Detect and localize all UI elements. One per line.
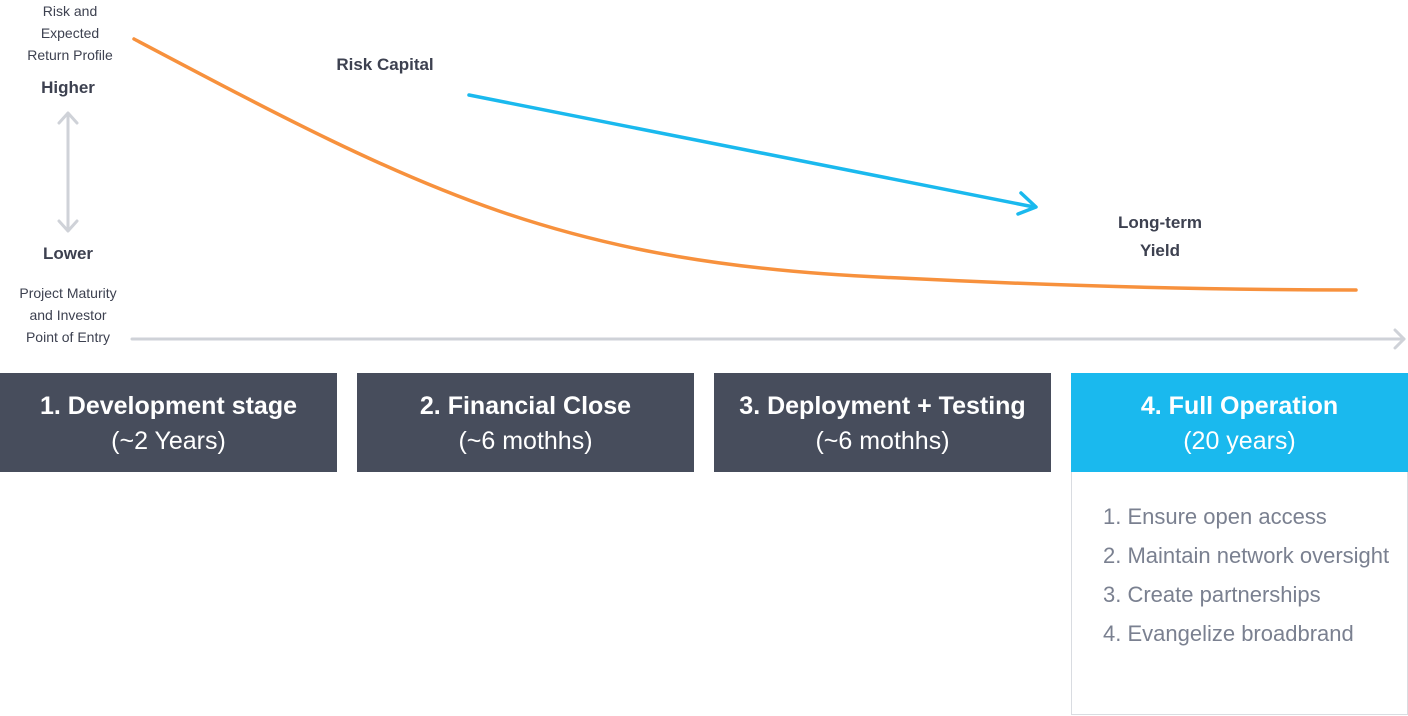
stage-duration: (20 years) [1183,427,1296,455]
risk-axis-arrow [57,111,79,233]
full-operation-task-list: 1. Ensure open access 2. Maintain networ… [1071,472,1408,715]
list-item: 4. Evangelize broadbrand [1103,621,1354,646]
stage-title: 1. Development stage [39,392,298,420]
stage-duration: (~6 mothhs) [815,427,950,455]
list-item: 1. Ensure open access [1103,504,1327,529]
stage-title: 2. Financial Close [419,392,632,420]
y-axis-higher-label: Higher [41,78,95,97]
risk-capital-arrow [467,93,1038,216]
stage-duration: (~2 Years) [111,427,226,455]
risk-return-curve [132,37,1358,292]
list-item: 3. Create partnerships [1103,582,1321,607]
stage-full-operation: 4. Full Operation (20 years) [1071,373,1408,472]
stage-title: 4. Full Operation [1140,392,1339,420]
risk-capital-label: Risk Capital [336,55,434,74]
long-term-yield-label: Long-term Yield [1117,213,1203,260]
stage-development: 1. Development stage (~2 Years) [0,373,337,472]
list-item: 2. Maintain network oversight [1103,543,1390,568]
stage-title: 3. Deployment + Testing [739,392,1026,420]
stage-deployment-testing: 3. Deployment + Testing (~6 mothhs) [714,373,1051,472]
stage-duration: (~6 mothhs) [458,427,593,455]
maturity-axis-arrow [130,328,1406,350]
y-axis-lower-label: Lower [42,244,94,263]
stage-financial-close: 2. Financial Close (~6 mothhs) [357,373,694,472]
x-axis-title: Project Maturity and Investor Point of E… [19,285,117,345]
y-axis-title: Risk and Expected Return Profile [27,3,113,63]
